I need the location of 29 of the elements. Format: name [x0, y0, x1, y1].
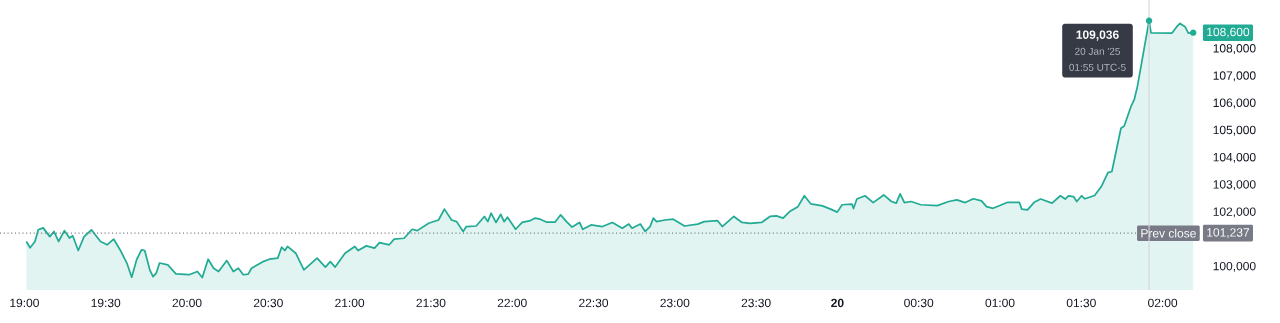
y-tick-label: 108,000	[1213, 44, 1256, 54]
x-tick-label: 19:00	[10, 298, 39, 308]
x-tick-label: 01:00	[985, 298, 1015, 308]
x-tick-label: 00:30	[904, 298, 934, 308]
x-tick-label: 22:30	[579, 298, 609, 308]
y-tick-label: 106,000	[1213, 98, 1256, 109]
x-tick-label: 21:00	[335, 298, 365, 308]
annotation: 20 Jan '25	[1075, 47, 1120, 55]
x-tick-label: 20:30	[253, 298, 283, 308]
x-tick-label: 20	[831, 298, 844, 308]
y-tick-label: 104,000	[1213, 152, 1256, 163]
x-tick-label: 02:00	[1148, 298, 1178, 308]
annotation: 109,036	[1076, 30, 1119, 41]
x-tick-label: 20:00	[172, 298, 202, 308]
ref-line-label: Prev close	[1141, 228, 1196, 238]
annotation: 01:55 UTC-5	[1069, 63, 1126, 71]
x-tick-label: 21:30	[416, 298, 446, 308]
x-tick-label: 22:00	[497, 298, 527, 308]
annotation: 101,237	[1207, 228, 1250, 239]
y-tick-label: 102,000	[1213, 207, 1256, 218]
x-tick-label: 23:30	[741, 298, 771, 308]
x-tick-label: 01:30	[1066, 298, 1096, 308]
y-tick-label: 103,000	[1213, 180, 1256, 191]
y-tick-label: 105,000	[1213, 125, 1256, 136]
x-tick-label: 23:00	[660, 298, 690, 308]
x-tick-label: 19:30	[91, 298, 121, 308]
y-tick-label: 107,000	[1213, 71, 1256, 82]
annotation: 108,600	[1207, 27, 1250, 38]
y-tick-label: 100,000	[1213, 261, 1256, 272]
